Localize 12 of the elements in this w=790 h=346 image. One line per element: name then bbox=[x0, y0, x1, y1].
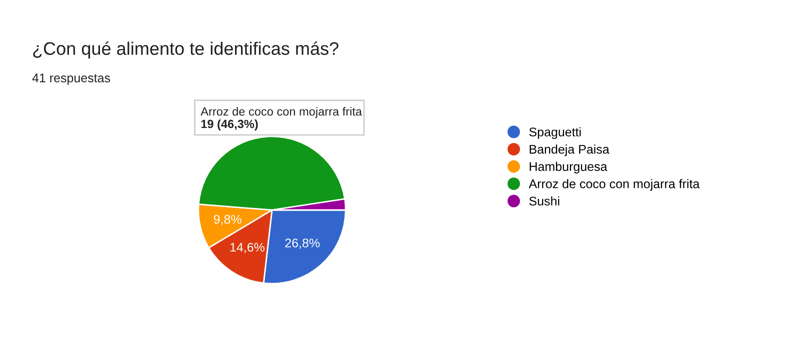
text: 41 respuestas bbox=[32, 74, 110, 85]
text: Arroz de coco con mojarra frita bbox=[200, 106, 362, 118]
chart-title: ¿Con qué alimento te identificas más? bbox=[33, 41, 338, 59]
data-label: 14,6% bbox=[230, 242, 265, 254]
data-label: 26,8% bbox=[285, 238, 320, 249]
legend-label: Hamburguesa bbox=[530, 162, 608, 174]
text: 19 (46,3%) bbox=[201, 119, 258, 130]
data-label: 9,8% bbox=[214, 214, 242, 226]
legend-label: Spaguetti bbox=[529, 127, 581, 139]
legend-label: Arroz de coco con mojarra frita bbox=[528, 179, 700, 191]
legend-label: Sushi bbox=[529, 196, 560, 206]
legend-label: Bandeja Paisa bbox=[530, 144, 610, 156]
